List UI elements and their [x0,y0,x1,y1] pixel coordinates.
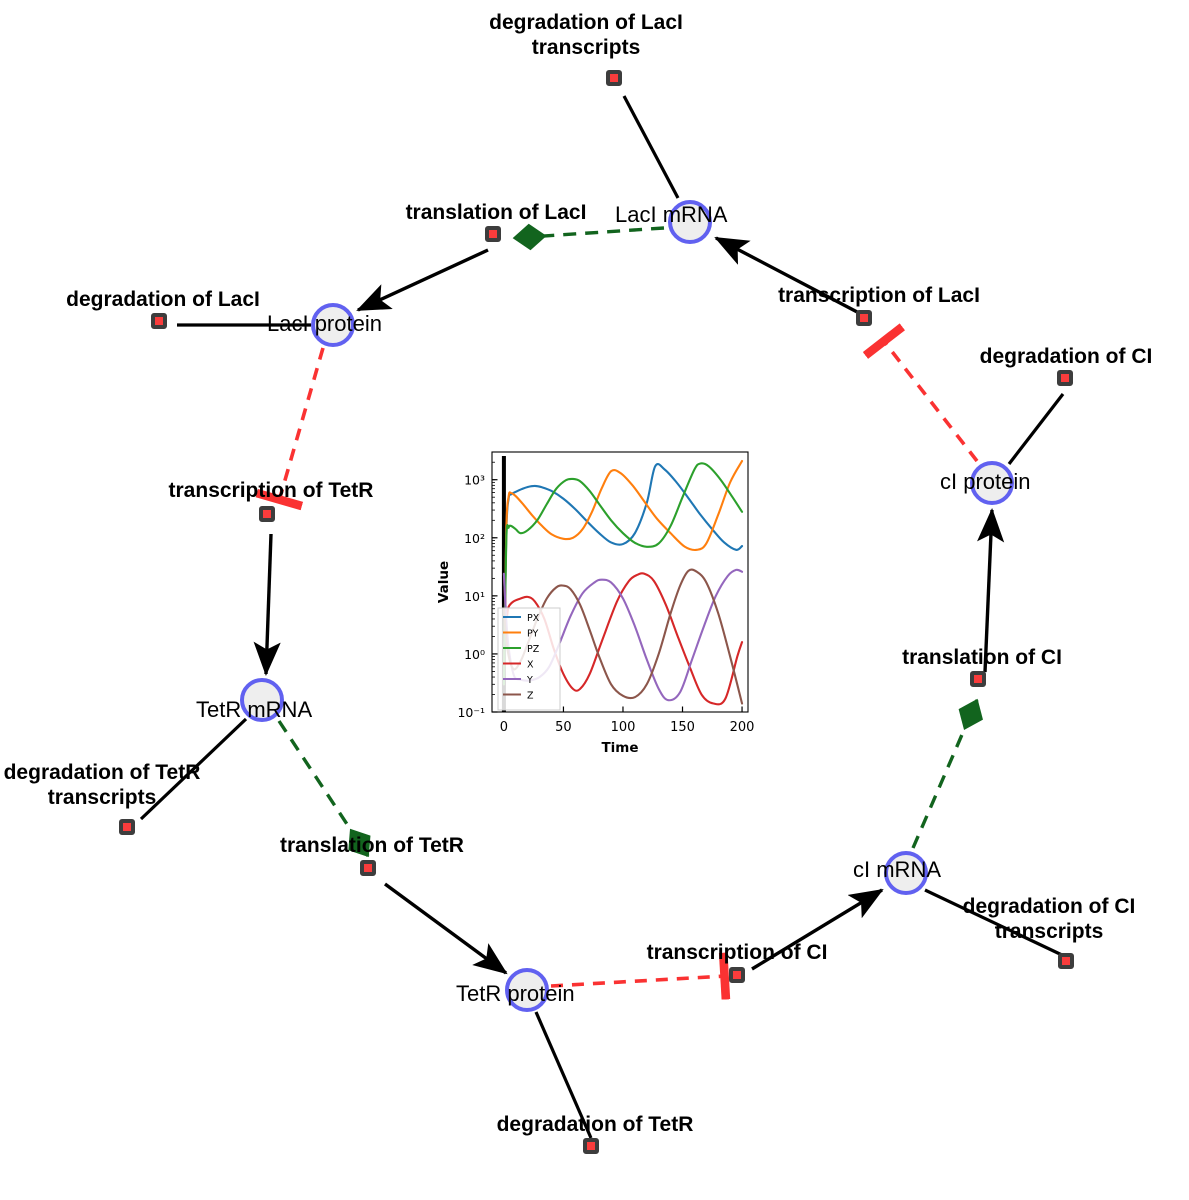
species-node-tetr-protein[interactable] [505,968,549,1012]
reaction-node-translation-laci[interactable] [485,226,501,242]
species-node-laci-mrna[interactable] [668,200,712,244]
edge-tetr-protein-inhibits-transcription-ci [550,952,731,1000]
y-tick-label: 10² [464,531,485,546]
x-axis-label: Time [601,740,638,756]
reaction-node-degradation-laci[interactable] [151,313,167,329]
y-axis-label: Value [436,561,452,603]
edge-translation-ci-to-ci-protein [977,507,1005,673]
edge-transcription-ci-to-ci-mrna [751,888,884,971]
legend-label-Z: Z [527,691,534,702]
edges-group [139,95,1065,1139]
label-line-2: transcripts [531,36,641,59]
y-tick-label: 10⁰ [464,647,485,662]
edge-deg-ci-protein [1007,393,1065,465]
reaction-node-transcription-ci[interactable] [729,967,745,983]
edge-tetr-mrna-modifies-translation-tetr [277,720,371,858]
edge-translation-laci-to-laci-protein [356,248,489,312]
edge-transcription-laci-to-laci-mrna [714,236,862,316]
reaction-label-degradation-ci: degradation of CI [979,345,1153,368]
x-tick-label: 0 [500,720,508,735]
reaction-label-transcription-laci: transcription of LacI [778,284,980,307]
species-label-ci-mrna: cI mRNA [853,857,941,882]
reaction-label-degradation-laci: degradation of LacI [66,288,260,311]
reaction-node-degradation-ci-transcripts[interactable] [1058,953,1074,969]
species-label-ci-protein: cI protein [940,469,1031,494]
x-tick-label: 100 [611,720,636,735]
reaction-label-translation-laci: translation of LacI [405,201,587,224]
edge-tetr-protein-to-deg-tetr [534,1011,593,1139]
label-line-1: degradation of CI [962,895,1136,918]
legend-label-PY: PY [527,629,539,640]
legend-box [497,607,561,711]
edge-ci-mrna-modifies-translation-ci [911,698,983,849]
y-tick-label: 10³ [464,473,485,488]
legend-label-Y: Y [526,675,533,686]
series-line-PZ [502,462,744,686]
edge-tetr-mrna-to-deg-transcripts [139,717,248,821]
label-line-1: degradation of TetR [3,761,201,784]
edge-translation-tetr-to-tetr-protein [383,882,508,975]
reaction-node-degradation-tetr-transcripts[interactable] [119,819,135,835]
edge-ci-mrna-to-deg-transcripts [924,888,1063,957]
species-label-laci-mrna: LacI mRNA [615,202,728,227]
species-label-laci-protein: LacI protein [267,311,382,336]
series-line-PX [502,463,744,686]
series-line-PY [502,459,744,686]
reaction-node-degradation-ci[interactable] [1057,370,1073,386]
species-node-ci-protein[interactable] [970,461,1014,505]
reaction-node-transcription-laci[interactable] [856,310,872,326]
reaction-node-degradation-laci-transcripts[interactable] [606,70,622,86]
edge-deg-laci-transcripts [622,95,680,199]
edge-ci-protein-inhibits-transcription-laci [862,323,979,463]
label-line-1: degradation of LacI [489,11,683,34]
reaction-label-translation-ci: translation of CI [902,646,1062,669]
x-tick-label: 200 [730,720,755,735]
reaction-label-degradation-ci-transcripts: degradation of CI transcripts [956,894,1142,944]
edge-laci-protein-inhibits-transcription-tetr [255,347,325,511]
reaction-label-degradation-tetr: degradation of TetR [496,1113,694,1136]
x-tick-label: 150 [670,720,695,735]
edge-laci-mrna-modifies-translation-laci [512,223,665,251]
timecourse-plot-inset: 10⁻¹ 10⁰ 10¹ 10² 10³ 0 50 100 150 200 Time Value PX P… [430,440,770,760]
reaction-label-translation-tetr: translation of TetR [280,834,464,857]
y-tick-label: 10¹ [464,589,485,604]
reaction-node-translation-tetr[interactable] [360,860,376,876]
series-line-X [502,572,744,706]
reaction-node-degradation-tetr[interactable] [583,1138,599,1154]
edge-transcription-tetr-to-tetr-mrna [253,533,281,677]
species-node-laci-protein[interactable] [311,303,355,347]
label-line-2: transcripts [47,786,157,809]
species-node-tetr-mrna[interactable] [240,678,284,722]
species-label-tetr-protein: TetR protein [456,981,575,1006]
legend-label-PX: PX [527,613,540,624]
label-line-2: transcripts [994,920,1104,943]
reaction-label-transcription-tetr: transcription of TetR [168,479,374,502]
reaction-label-transcription-ci: transcription of CI [646,941,828,964]
reaction-node-translation-ci[interactable] [970,671,986,687]
species-node-ci-mrna[interactable] [884,851,928,895]
reaction-label-degradation-laci-transcripts: degradation of LacI transcripts [486,10,686,60]
legend-label-PZ: PZ [527,644,540,655]
legend-label-X: X [527,660,534,671]
x-tick-label: 50 [555,720,572,735]
species-label-tetr-mrna: TetR mRNA [196,697,313,722]
reaction-node-transcription-tetr[interactable] [259,506,275,522]
reaction-label-degradation-tetr-transcripts: degradation of TetR transcripts [0,760,206,810]
y-tick-label: 10⁻¹ [457,705,485,720]
